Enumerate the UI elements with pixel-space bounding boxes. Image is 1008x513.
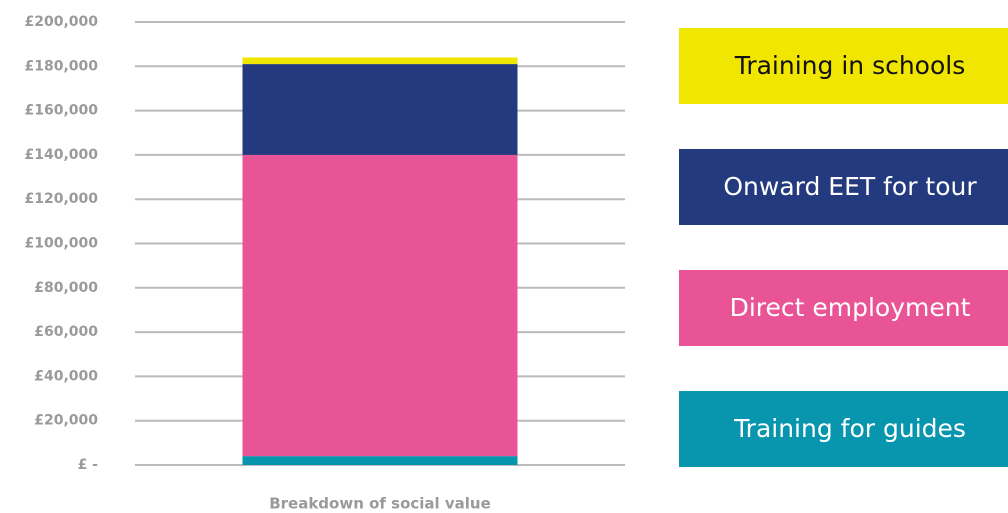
bar-segment: [242, 64, 518, 155]
x-axis-label: Breakdown of social value: [269, 495, 491, 513]
legend-label: Direct employment: [730, 293, 971, 322]
bar-segment: [242, 154, 518, 457]
y-tick-label: £60,000: [34, 324, 98, 340]
bar-segment: [242, 57, 518, 65]
y-tick-label: £180,000: [24, 58, 98, 74]
y-tick-label: £20,000: [34, 413, 98, 429]
y-tick-label: £ -: [78, 457, 99, 473]
y-tick-label: £40,000: [34, 368, 98, 384]
legend-label: Training for guides: [733, 414, 966, 443]
y-tick-label: £160,000: [24, 103, 98, 119]
y-tick-label: £200,000: [24, 14, 98, 30]
legend-swatch: [679, 270, 1008, 346]
y-tick-label: £120,000: [24, 191, 98, 207]
y-tick-label: £140,000: [24, 147, 98, 163]
y-tick-label: £80,000: [34, 280, 98, 296]
y-tick-label: £100,000: [24, 236, 98, 252]
bar-segment: [242, 456, 518, 465]
legend-swatch: [679, 149, 1008, 225]
legend-swatch: [679, 28, 1008, 104]
legend-label: Onward EET for tour: [723, 172, 977, 201]
legend-label: Training in schools: [734, 51, 966, 80]
legend-swatch: [679, 391, 1008, 467]
